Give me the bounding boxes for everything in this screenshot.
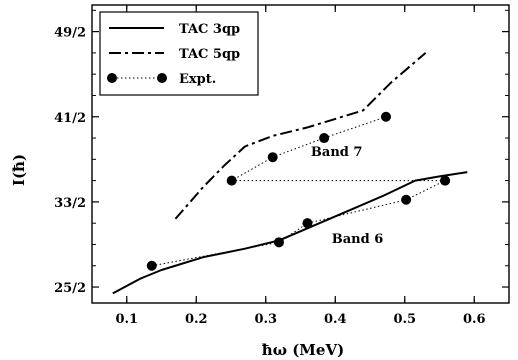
data-point-band-7 — [380, 111, 391, 122]
annotation-band-6: Band 6 — [332, 232, 384, 247]
x-tick-label: 0.3 — [254, 312, 277, 327]
legend: TAC 3qp TAC 5qp Expt. — [99, 11, 259, 96]
annotation-band-7: Band 7 — [311, 145, 363, 160]
x-tick-label: 0.4 — [324, 312, 347, 327]
legend-marker-expt — [107, 73, 117, 83]
y-tick-label: 49/2 — [54, 26, 86, 41]
x-tick-label: 0.2 — [185, 312, 208, 327]
x-axis-label: ħω (MeV) — [262, 341, 344, 359]
y-tick-label: 25/2 — [54, 281, 86, 296]
data-point-band-6 — [401, 194, 412, 205]
series-tac-3qp-line — [112, 171, 468, 295]
data-point-band-6 — [146, 260, 157, 271]
plot-frame — [91, 4, 510, 304]
data-point-band-7 — [267, 152, 278, 163]
plot-area: 0.1 0.2 0.3 0.4 0.5 0.6 25/2 33/2 41/2 49/2 Band 7… — [54, 4, 510, 327]
data-point-band-7 — [319, 133, 330, 144]
data-point-band-7 — [440, 175, 451, 186]
legend-label-expt: Expt. — [179, 72, 216, 87]
legend-label-tac-3qp: TAC 3qp — [179, 22, 240, 37]
legend-marker-expt — [157, 73, 167, 83]
y-axis-label: I(ħ) — [10, 154, 28, 186]
data-point-band-7 — [226, 175, 237, 186]
y-tick-label: 33/2 — [54, 196, 86, 211]
series-tac-5qp-line — [174, 52, 427, 220]
y-tick-label: 41/2 — [54, 111, 86, 126]
x-tick-label: 0.6 — [463, 312, 486, 327]
x-tick-label: 0.1 — [115, 312, 138, 327]
data-point-band-6 — [273, 237, 284, 248]
x-tick-label: 0.5 — [393, 312, 416, 327]
data-point-band-6 — [302, 218, 313, 229]
legend-label-tac-5qp: TAC 5qp — [179, 47, 240, 62]
